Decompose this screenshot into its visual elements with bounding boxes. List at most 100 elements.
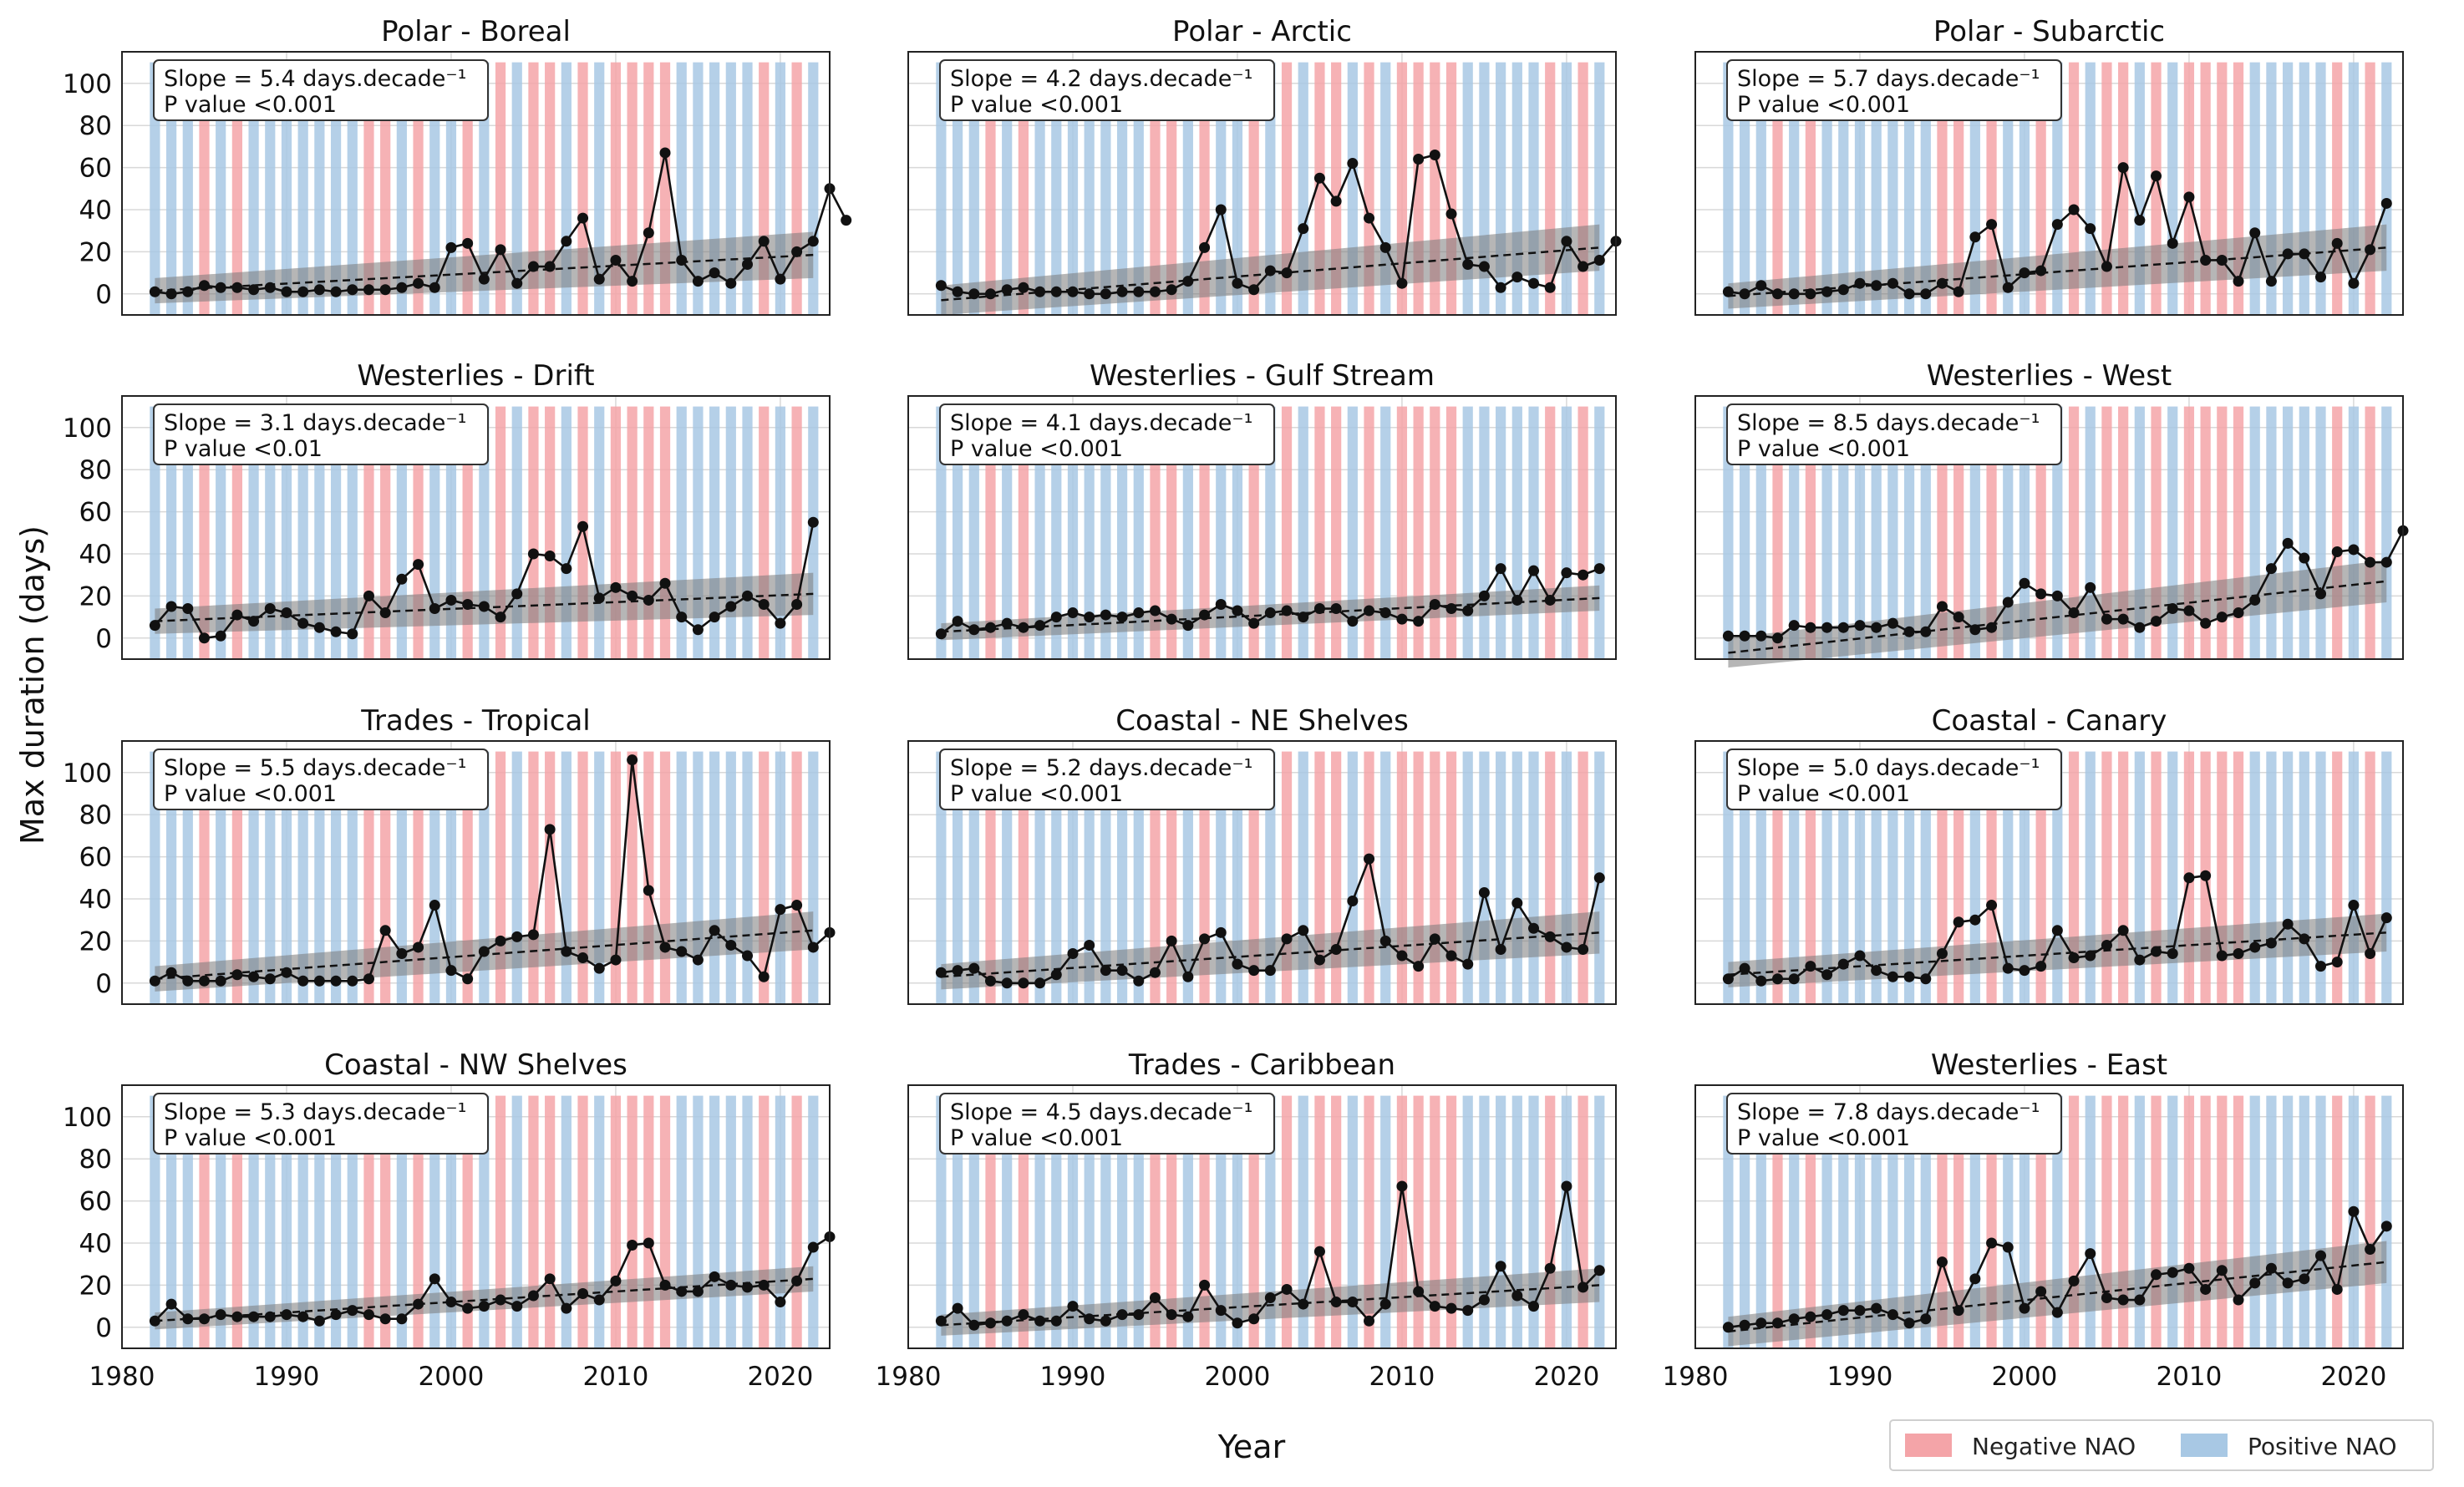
data-point [1347, 158, 1359, 170]
nao-bar-positive [1854, 1095, 1866, 1348]
nao-bar-positive [1739, 751, 1750, 1004]
panel: Westerlies - Gulf Stream Slope = 4.1 days… [907, 359, 1617, 660]
data-point [593, 592, 605, 604]
slope-text: Slope = 3.1 days.decade⁻¹ [164, 410, 467, 436]
nao-bar-positive [952, 1095, 963, 1348]
data-point [841, 215, 852, 226]
nao-bar-negative [1018, 1095, 1029, 1348]
data-point [1248, 284, 1260, 296]
data-point [1396, 277, 1408, 289]
nao-bar-negative [791, 1095, 802, 1348]
data-point [2117, 925, 2129, 936]
y-axis-label: Max duration (days) [14, 525, 51, 845]
nao-bar-positive [2283, 1095, 2294, 1348]
nao-bar-positive [968, 62, 979, 315]
data-point [659, 577, 671, 589]
nao-bar-negative [1937, 62, 1948, 315]
y-tick-label: 40 [79, 1229, 112, 1259]
nao-bar-positive [1871, 751, 1882, 1004]
nao-bar-positive [281, 406, 292, 659]
nao-bar-positive [1838, 751, 1849, 1004]
nao-bar-positive [2134, 1095, 2145, 1348]
data-point [1593, 872, 1605, 884]
data-point [1232, 958, 1243, 970]
data-point [935, 1315, 947, 1327]
data-point [2200, 254, 2212, 266]
nao-bar-negative [199, 1095, 210, 1348]
data-point [1330, 195, 1342, 207]
nao-bar-positive [396, 62, 407, 315]
data-point [215, 975, 226, 987]
data-point [149, 620, 160, 632]
p-value-text: P value <0.001 [164, 1125, 337, 1151]
nao-bar-positive [1380, 751, 1391, 1004]
data-point [1149, 967, 1161, 978]
nao-bar-positive [1723, 1095, 1734, 1348]
nao-bar-positive [1034, 406, 1045, 659]
nao-bar-positive [1903, 751, 1915, 1004]
data-point [1001, 284, 1013, 296]
panel-frame [121, 395, 831, 660]
trend-line [1728, 246, 2387, 297]
data-point [1837, 284, 1849, 296]
nao-bar-positive [165, 1095, 177, 1348]
nao-bar-negative [2233, 751, 2244, 1004]
y-tick-label: 20 [79, 1271, 112, 1301]
nao-bar-negative [2365, 406, 2375, 659]
data-point [742, 1281, 754, 1293]
nao-bar-positive [1462, 406, 1473, 659]
data-point [413, 941, 424, 953]
nao-bar-positive [1002, 62, 1013, 315]
data-point [2117, 613, 2129, 625]
data-point [2380, 1221, 2392, 1232]
nao-bar-positive [1969, 751, 1980, 1004]
data-point [952, 965, 963, 977]
data-point [2151, 1269, 2162, 1281]
nao-bar-negative [1445, 406, 1457, 659]
data-point [2035, 961, 2047, 972]
slope-text: Slope = 4.1 days.decade⁻¹ [950, 410, 1253, 436]
x-tick-label: 2000 [1205, 1362, 1271, 1392]
data-point [462, 237, 474, 249]
data-point [1347, 1297, 1359, 1308]
trend-line [1728, 580, 2387, 654]
data-point [659, 147, 671, 159]
data-point [2315, 1250, 2327, 1261]
data-point [313, 1315, 325, 1327]
annotation-box [153, 403, 489, 465]
nao-bar-negative [1772, 406, 1783, 659]
nao-bar-positive [1116, 1095, 1128, 1348]
nao-bar-positive [2381, 406, 2392, 659]
data-point [1920, 626, 1932, 637]
data-point [725, 277, 737, 289]
nao-bar-positive [1755, 1095, 1766, 1348]
nao-bar-negative [199, 751, 210, 1004]
data-point [1722, 1322, 1734, 1333]
nao-bar-positive [1182, 62, 1193, 315]
nao-bar-negative [2200, 1095, 2211, 1348]
nao-bar-positive [1871, 1095, 1882, 1348]
nao-bar-positive [1347, 1095, 1358, 1348]
data-point [1511, 897, 1523, 909]
data-point [1837, 1305, 1849, 1317]
nao-bar-positive [1298, 406, 1308, 659]
nao-bar-negative [1772, 62, 1783, 315]
data-point [1149, 1292, 1161, 1304]
nao-bar-positive [1887, 1095, 1898, 1348]
nao-bar-positive [314, 751, 325, 1004]
data-point [2151, 946, 2162, 957]
slope-text: Slope = 5.7 days.decade⁻¹ [1737, 66, 2040, 92]
data-point [527, 548, 539, 560]
nao-bar-positive [429, 62, 440, 315]
nao-bar-positive [1116, 751, 1128, 1004]
nao-bar-negative [577, 751, 588, 1004]
data-point [182, 1313, 194, 1325]
nao-bar-negative [2151, 1095, 2162, 1348]
data-point [1462, 259, 1474, 271]
data-point [1544, 1262, 1556, 1274]
y-tick-label: 100 [63, 414, 112, 444]
data-point [968, 624, 980, 636]
data-point [1969, 231, 1981, 243]
x-tick-label: 1990 [254, 1362, 320, 1392]
data-point [1528, 277, 1540, 289]
